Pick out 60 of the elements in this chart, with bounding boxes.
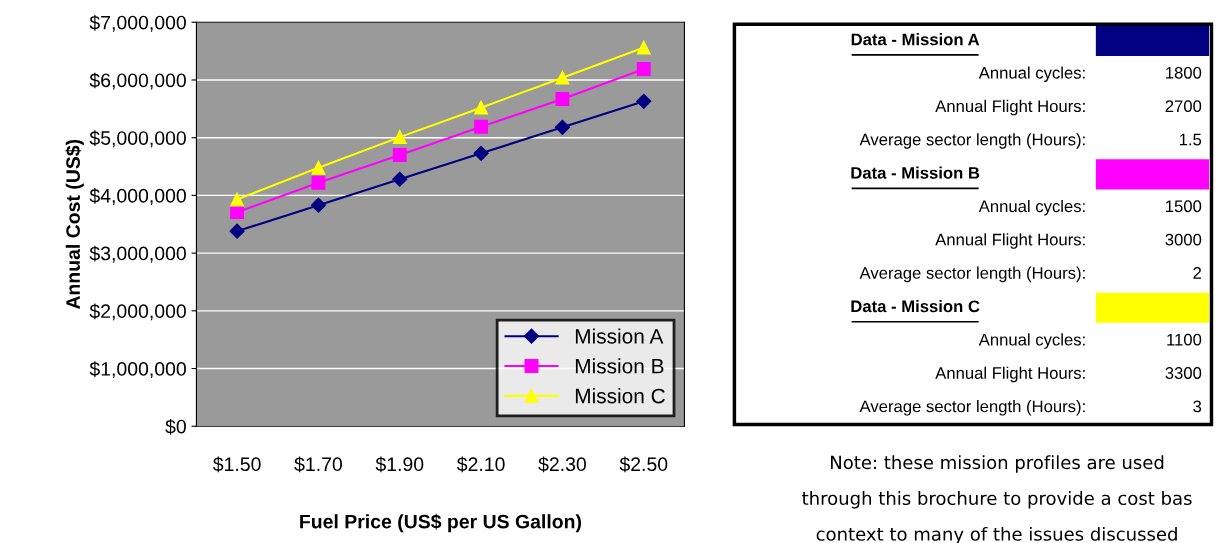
y-tick-label: $7,000,000 [89, 14, 186, 32]
point [636, 93, 652, 109]
text: Annual cycles: [978, 66, 1085, 82]
text: 3 [1193, 400, 1202, 413]
y-tick-label: $4,000,000 [89, 188, 186, 205]
point [392, 130, 407, 145]
text: 3300 [1165, 367, 1202, 379]
text: Data - Mission B [851, 166, 980, 179]
point [473, 145, 489, 161]
point [392, 148, 407, 162]
y-tick-label: $2,000,000 [89, 303, 186, 321]
y-tick-label: $0 [165, 418, 186, 435]
text: 2 [1193, 267, 1202, 279]
point [229, 223, 245, 239]
text: 1.5 [1179, 133, 1202, 146]
y-tick-label: $3,000,000 [89, 245, 186, 263]
x-tick-label: $1.70 [294, 456, 342, 473]
point [555, 70, 570, 85]
text: Average sector length (Hours): [859, 133, 1085, 149]
text: Note: these mission profiles are used [831, 455, 1164, 473]
text: Average sector length (Hours): [859, 266, 1085, 283]
point [554, 119, 570, 135]
text: Annual cycles: [978, 199, 1085, 216]
text: Annual cycles: [978, 333, 1085, 349]
point [310, 197, 326, 213]
point [474, 100, 489, 115]
point [230, 205, 245, 220]
point [311, 160, 326, 175]
text: Annual Flight Hours: [935, 233, 1085, 249]
text: Annual Flight Hours: [935, 99, 1085, 116]
text: through this brochure to provide a cost bas [802, 491, 1192, 509]
x-tick-label: $1.90 [375, 456, 424, 473]
text: 3000 [1165, 233, 1202, 246]
legend-label: Mission B [575, 358, 664, 374]
point [230, 192, 245, 207]
text: Data - Mission A [851, 33, 980, 46]
x-tick-label: $2.10 [456, 456, 505, 473]
point [311, 175, 326, 190]
text: 1100 [1167, 333, 1202, 346]
point [392, 171, 408, 187]
text: 1500 [1166, 200, 1202, 213]
point [555, 92, 570, 106]
y-tick-label: $6,000,000 [89, 72, 186, 90]
x-tick-label: $1.50 [212, 456, 261, 473]
text: 1800 [1166, 66, 1202, 79]
x-tick-label: $2.30 [538, 456, 586, 473]
x-axis-title: Fuel Price (US$ per US Gallon) [300, 513, 582, 533]
y-axis-title: Annual Cost (US$) [65, 139, 84, 310]
legend-label: Mission C [575, 388, 665, 404]
text: Average sector length (Hours): [859, 400, 1085, 416]
legend-label: Mission A [575, 328, 664, 344]
text: Data - Mission C [851, 299, 980, 313]
point [636, 62, 651, 76]
text: 2700 [1165, 100, 1202, 113]
point [636, 40, 651, 55]
y-tick-label: $5,000,000 [89, 130, 186, 148]
point [474, 119, 489, 134]
x-tick-label: $2.50 [619, 456, 668, 473]
text: Annual Flight Hours: [935, 366, 1085, 383]
y-tick-label: $1,000,000 [89, 361, 186, 379]
